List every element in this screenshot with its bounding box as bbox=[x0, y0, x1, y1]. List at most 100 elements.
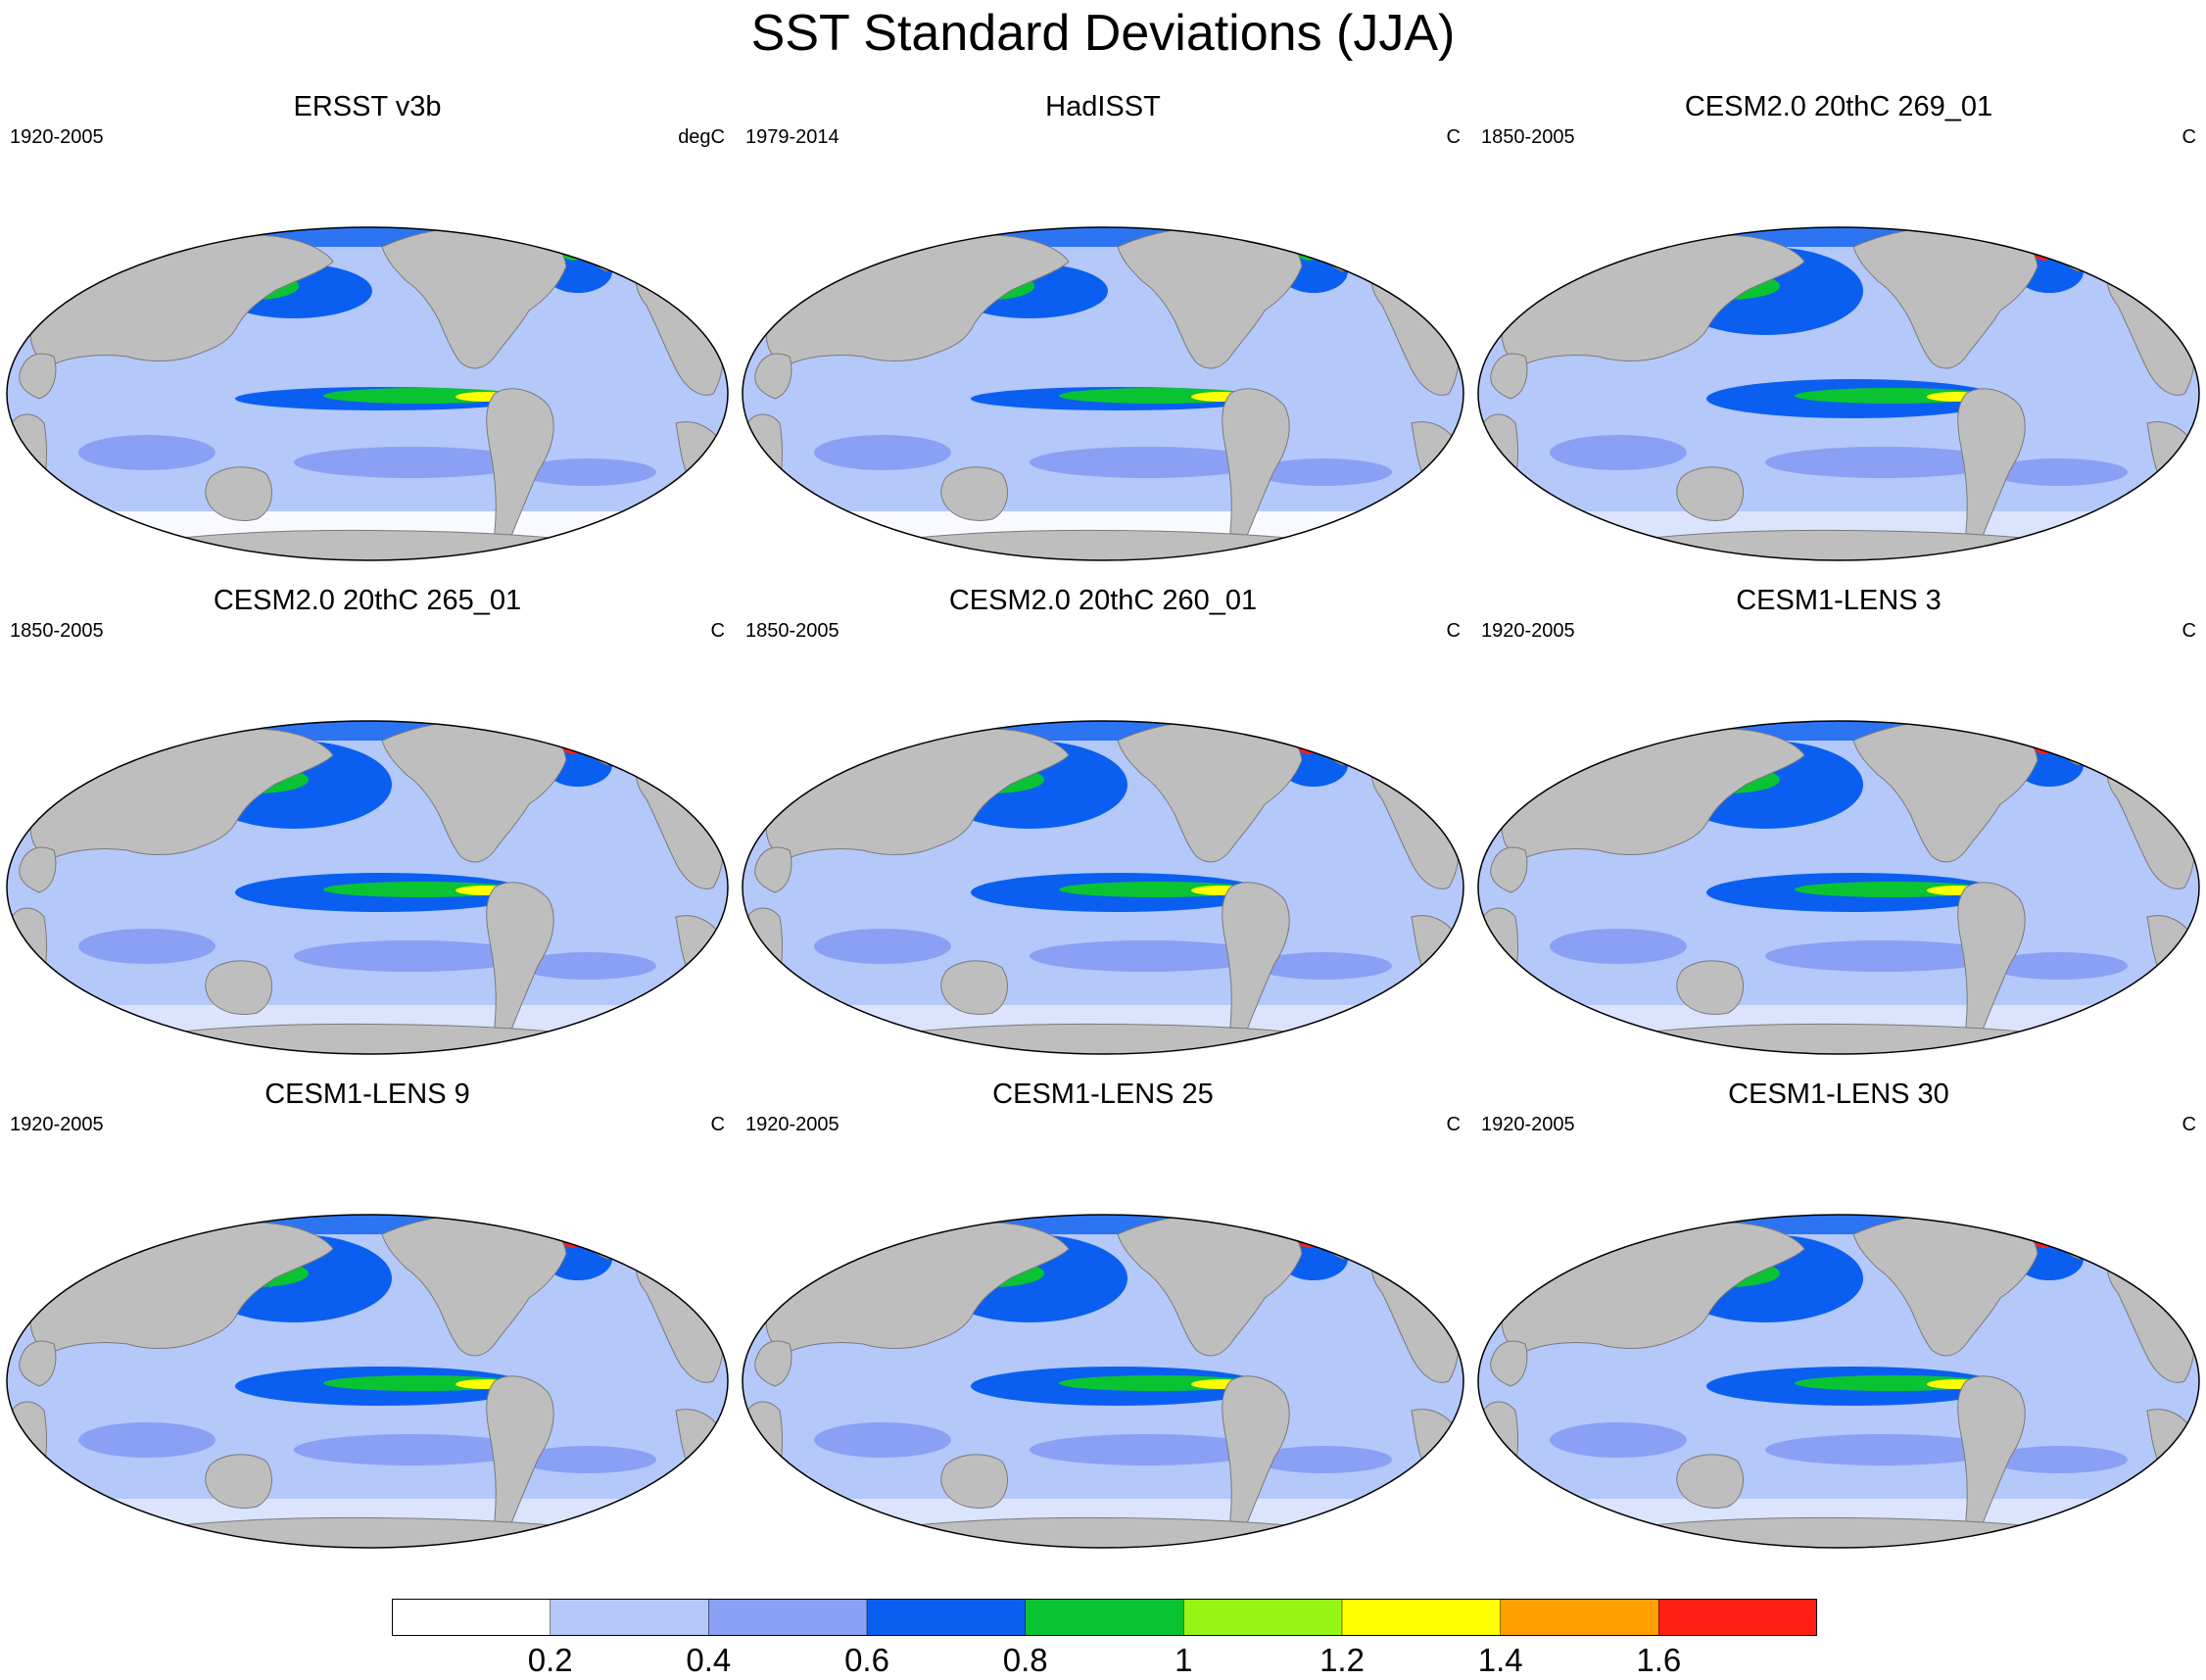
south-atlantic-pattern bbox=[1255, 952, 1392, 980]
panel-units: C bbox=[1446, 1114, 1461, 1135]
colorbar-segment bbox=[550, 1599, 709, 1636]
map-border bbox=[742, 720, 1464, 1055]
panel-period: 1850-2005 bbox=[745, 620, 839, 642]
south-pacific-pattern bbox=[1765, 940, 2000, 972]
panel-title: CESM2.0 20thC 265_01 bbox=[213, 585, 522, 616]
indian-ocean-pattern bbox=[78, 435, 216, 470]
australia-landmass bbox=[940, 1454, 1008, 1509]
antarctica-landmass bbox=[1587, 1023, 2110, 1054]
panel-units: C bbox=[2182, 1114, 2196, 1135]
map-border bbox=[6, 720, 729, 1055]
panel-units: degC bbox=[678, 126, 725, 148]
south-atlantic-pattern bbox=[1255, 1446, 1392, 1473]
europe-west-landmass bbox=[1490, 353, 1528, 400]
antarctica-landmass bbox=[116, 1023, 639, 1054]
south-pacific-pattern bbox=[294, 447, 529, 478]
indian-ocean-pattern bbox=[1550, 1422, 1687, 1458]
south-atlantic-pattern bbox=[519, 952, 656, 980]
australia-landmass bbox=[1676, 960, 1744, 1015]
map-panel: CESM2.0 20thC 269_01 1850-2005 C bbox=[1471, 90, 2206, 580]
north-america-landmass bbox=[1852, 721, 2038, 863]
map-border bbox=[6, 1214, 729, 1549]
panel-units: C bbox=[1446, 620, 1461, 642]
map-border bbox=[6, 226, 729, 561]
panel-title: CESM1-LENS 3 bbox=[1736, 585, 1942, 616]
robinson-world-map bbox=[6, 720, 729, 1055]
map-panel: CESM1-LENS 25 1920-2005 C bbox=[736, 1078, 1470, 1567]
colorbar-tick-label: 0.8 bbox=[1002, 1642, 1048, 1678]
panel-period: 1920-2005 bbox=[10, 1114, 104, 1135]
colorbar-segment bbox=[1658, 1599, 1817, 1636]
north-america-landmass bbox=[381, 1215, 567, 1357]
colorbar-border bbox=[392, 1599, 1817, 1636]
south-atlantic-pattern bbox=[519, 458, 656, 486]
robinson-world-map bbox=[742, 1214, 1464, 1549]
australia-landmass bbox=[1676, 466, 1744, 521]
robinson-world-map bbox=[742, 720, 1464, 1055]
panel-period: 1850-2005 bbox=[1481, 126, 1575, 148]
panel-title: CESM1-LENS 9 bbox=[264, 1079, 470, 1110]
south-pacific-pattern bbox=[1030, 1434, 1265, 1465]
south-atlantic-pattern bbox=[1990, 458, 2128, 486]
colorbar-tick-label: 1 bbox=[1175, 1642, 1193, 1678]
europe-west-landmass bbox=[19, 353, 57, 400]
north-america-landmass bbox=[1117, 227, 1303, 369]
europe-west-landmass bbox=[19, 1340, 57, 1387]
panel-period: 1920-2005 bbox=[745, 1114, 839, 1135]
colorbar-segment bbox=[1025, 1599, 1184, 1636]
map-panel: CESM2.0 20thC 265_01 1850-2005 C bbox=[0, 584, 735, 1074]
map-panel: CESM1-LENS 3 1920-2005 C bbox=[1471, 584, 2206, 1074]
indian-ocean-pattern bbox=[78, 1422, 216, 1458]
panel-period: 1920-2005 bbox=[1481, 1114, 1575, 1135]
south-pacific-pattern bbox=[1030, 447, 1265, 478]
colorbar-tick-label: 0.2 bbox=[527, 1642, 573, 1678]
indian-ocean-pattern bbox=[814, 1422, 951, 1458]
page-title: SST Standard Deviations (JJA) bbox=[750, 5, 1456, 62]
antarctica-landmass bbox=[851, 1516, 1374, 1548]
colorbar-tick-label: 1.2 bbox=[1319, 1642, 1365, 1678]
australia-landmass bbox=[205, 960, 272, 1015]
antarctica-landmass bbox=[851, 529, 1374, 560]
south-atlantic-pattern bbox=[1990, 952, 2128, 980]
north-america-landmass bbox=[381, 721, 567, 863]
north-america-landmass bbox=[1117, 1215, 1303, 1357]
south-atlantic-pattern bbox=[1255, 458, 1392, 486]
indian-ocean-pattern bbox=[78, 929, 216, 964]
europe-west-landmass bbox=[754, 1340, 792, 1387]
colorbar-segment bbox=[1500, 1599, 1659, 1636]
europe-west-landmass bbox=[1490, 846, 1528, 893]
panel-title: CESM1-LENS 30 bbox=[1728, 1079, 1949, 1110]
antarctica-landmass bbox=[116, 529, 639, 560]
south-pacific-pattern bbox=[294, 940, 529, 972]
south-pacific-pattern bbox=[1765, 447, 2000, 478]
panel-title: CESM2.0 20thC 260_01 bbox=[948, 585, 1258, 616]
europe-west-landmass bbox=[754, 846, 792, 893]
map-border bbox=[742, 226, 1464, 561]
antarctica-landmass bbox=[1587, 529, 2110, 560]
robinson-world-map bbox=[742, 226, 1464, 561]
australia-landmass bbox=[1676, 1454, 1744, 1509]
panel-title: ERSST v3b bbox=[293, 91, 442, 122]
colorbar-segment bbox=[867, 1599, 1026, 1636]
colorbar-segment bbox=[392, 1599, 551, 1636]
panel-units: C bbox=[2182, 620, 2196, 642]
map-panel: ERSST v3b 1920-2005 degC bbox=[0, 90, 735, 580]
south-atlantic-pattern bbox=[519, 1446, 656, 1473]
colorbar bbox=[392, 1599, 1817, 1636]
indian-ocean-pattern bbox=[814, 929, 951, 964]
robinson-world-map bbox=[6, 1214, 729, 1549]
north-america-landmass bbox=[1117, 721, 1303, 863]
map-border bbox=[1477, 720, 2200, 1055]
map-panel: CESM1-LENS 9 1920-2005 C bbox=[0, 1078, 735, 1567]
map-panel: HadISST 1979-2014 C bbox=[736, 90, 1470, 580]
europe-west-landmass bbox=[19, 846, 57, 893]
panel-period: 1920-2005 bbox=[1481, 620, 1575, 642]
panel-units: C bbox=[2182, 126, 2196, 148]
indian-ocean-pattern bbox=[1550, 929, 1687, 964]
robinson-world-map bbox=[1477, 226, 2200, 561]
antarctica-landmass bbox=[1587, 1516, 2110, 1548]
south-pacific-pattern bbox=[294, 1434, 529, 1465]
panel-units: C bbox=[1446, 126, 1461, 148]
panel-units: C bbox=[710, 620, 725, 642]
south-atlantic-pattern bbox=[1990, 1446, 2128, 1473]
